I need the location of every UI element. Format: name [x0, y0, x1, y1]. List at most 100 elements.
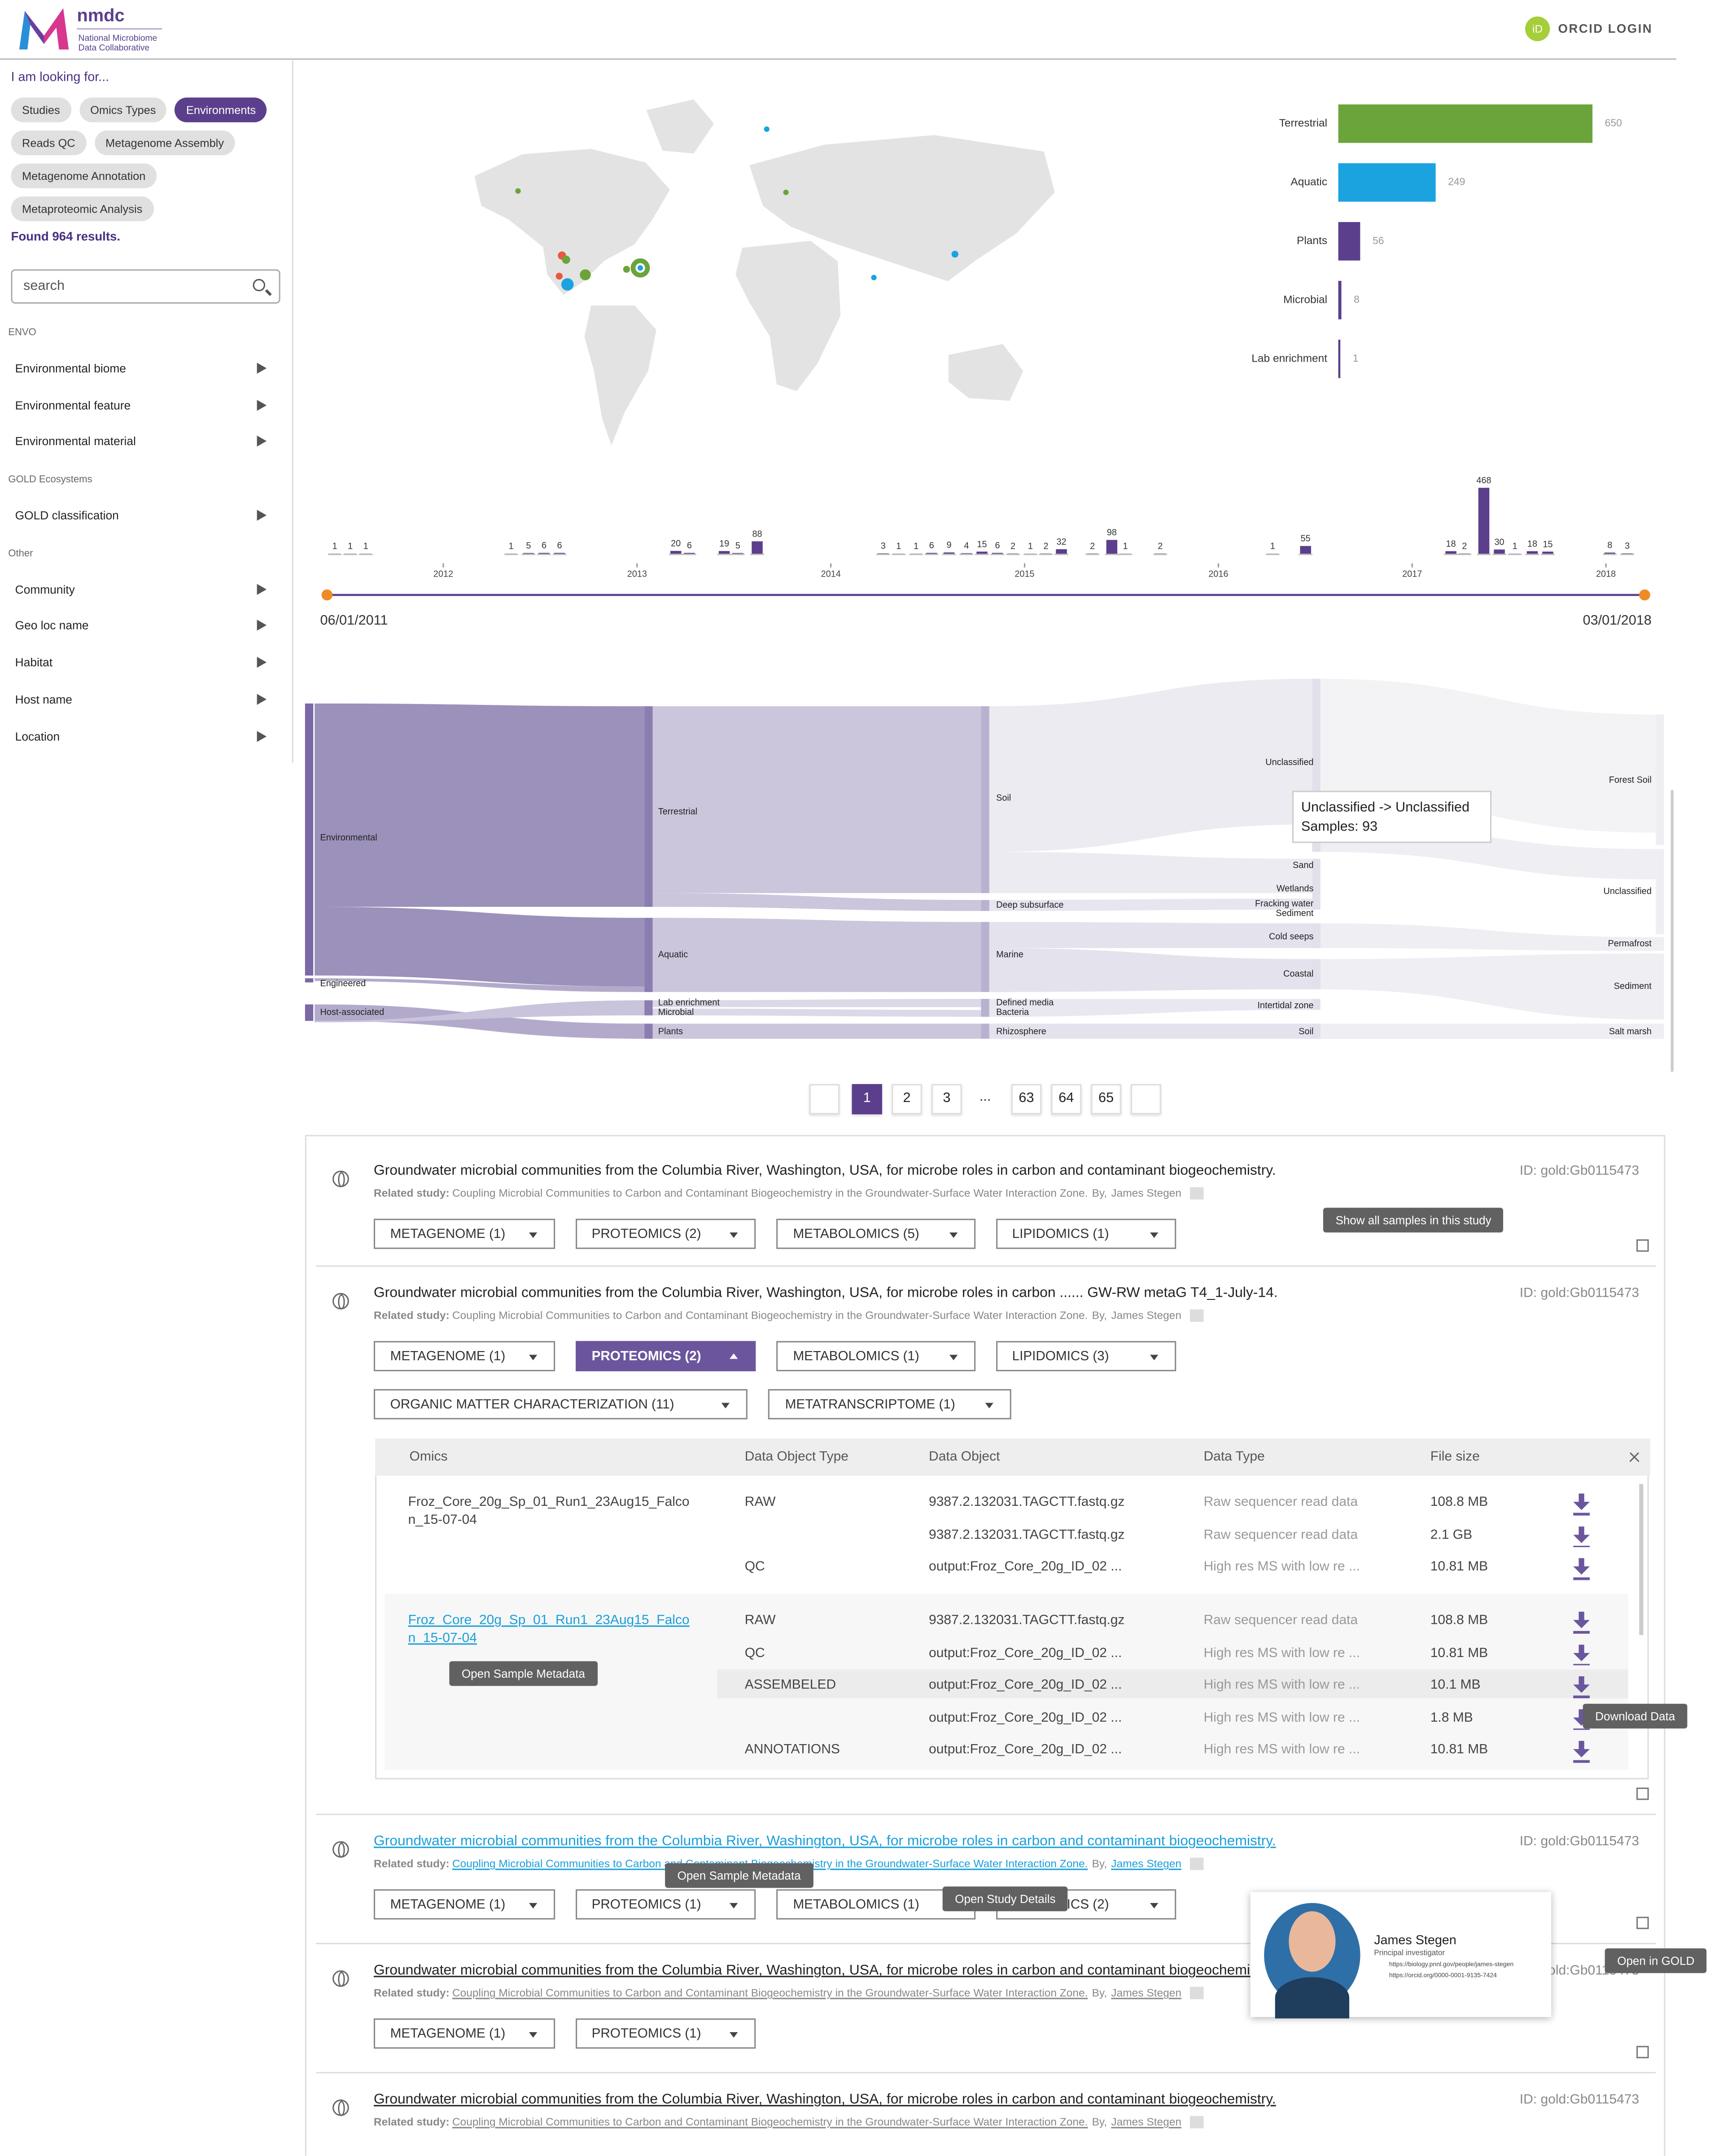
tooltip: Show all samples in this study: [1323, 1207, 1504, 1233]
filter-row[interactable]: Environmental biome: [15, 361, 266, 375]
filter-row[interactable]: Habitat: [15, 656, 269, 669]
filter-samples-icon[interactable]: [1189, 1187, 1203, 1200]
omics-button[interactable]: METABOLOMICS (1): [776, 1889, 975, 1920]
logo-mark: [19, 8, 69, 50]
download-button[interactable]: [1573, 1644, 1590, 1663]
by-label: By,: [1092, 1309, 1107, 1322]
filter-row[interactable]: Location: [15, 729, 263, 743]
author[interactable]: James Stegen: [1111, 1986, 1181, 1999]
timeline-bar-label: 1: [332, 542, 337, 551]
download-button[interactable]: [1573, 1526, 1590, 1545]
pagination-page[interactable]: 63: [1011, 1084, 1042, 1115]
omics-button[interactable]: METAGENOME (1): [373, 1219, 555, 1249]
search-box[interactable]: search: [11, 269, 280, 304]
result-title[interactable]: Groundwater microbial communities from t…: [373, 1963, 1276, 1979]
omics-button[interactable]: PROTEOMICS (1): [575, 2018, 756, 2049]
filter-row[interactable]: Environmental feature: [15, 398, 267, 412]
pagination-page[interactable]: 64: [1051, 1084, 1081, 1115]
result-title[interactable]: Groundwater microbial communities from t…: [373, 1834, 1276, 1850]
sankey-node: [1655, 714, 1664, 845]
bar: [1338, 163, 1436, 202]
filter-samples-icon[interactable]: [1189, 1310, 1203, 1323]
tooltip: Open Sample Metadata: [665, 1863, 813, 1888]
author[interactable]: James Stegen: [1111, 1187, 1181, 1200]
author[interactable]: James Stegen: [1111, 1309, 1181, 1322]
person-link[interactable]: https://orcid.org/0000-0001-9135-7424: [1389, 1972, 1497, 1979]
omics-name[interactable]: Froz_Core_20g_Sp_01_Run1_23Aug15_Falcon_…: [408, 1613, 690, 1645]
file-size: 10.1 MB: [1430, 1678, 1481, 1693]
filter-row[interactable]: Environmental material: [15, 434, 267, 449]
bar: [1338, 339, 1341, 378]
result-title[interactable]: Groundwater microbial communities from t…: [373, 2092, 1276, 2108]
omics-button[interactable]: METABOLOMICS (1): [776, 1341, 975, 1372]
filter-samples-icon[interactable]: [1189, 1987, 1203, 2000]
omics-button[interactable]: PROTEOMICS (2): [575, 1219, 756, 1249]
open-external-icon[interactable]: [1636, 1239, 1649, 1252]
timeline-bar: [1056, 549, 1067, 554]
globe-icon[interactable]: [332, 1841, 349, 1858]
omics-button[interactable]: METAGENOME (1): [373, 1341, 555, 1372]
orcid-icon[interactable]: [1525, 16, 1550, 41]
pagination-prev[interactable]: [809, 1084, 840, 1115]
globe-icon[interactable]: [332, 2099, 349, 2116]
omics-button[interactable]: LIPIDOMICS (1): [995, 1219, 1176, 1249]
filter-samples-icon[interactable]: [1189, 1858, 1203, 1871]
sankey-label: Sediment: [1276, 909, 1314, 918]
sankey-label: Defined media: [996, 998, 1054, 1008]
pagination-page[interactable]: 65: [1091, 1084, 1121, 1115]
omics-button[interactable]: ORGANIC MATTER CHARACTERIZATION (11): [373, 1389, 748, 1420]
globe-icon[interactable]: [332, 1170, 349, 1187]
orcid-login[interactable]: ORCID LOGIN: [1558, 22, 1653, 35]
download-button[interactable]: [1573, 1493, 1590, 1513]
open-external-icon[interactable]: [1636, 2046, 1649, 2059]
filter-row[interactable]: GOLD classification: [15, 508, 268, 522]
pagination-ellipsis: ...: [979, 1089, 991, 1105]
sankey-node: [1655, 1023, 1664, 1039]
related-study-link[interactable]: Coupling Microbial Communities to Carbon…: [452, 2116, 1088, 2129]
filter-chip[interactable]: Omics Types: [79, 97, 167, 122]
download-button[interactable]: [1573, 1741, 1590, 1761]
author[interactable]: James Stegen: [1111, 1858, 1181, 1870]
filter-row[interactable]: Host name: [15, 692, 264, 706]
pagination-page[interactable]: 1: [852, 1084, 882, 1115]
person-link[interactable]: https://biology.pnnl.gov/people/james-st…: [1389, 1960, 1514, 1968]
open-external-icon[interactable]: [1636, 1916, 1649, 1929]
pagination-next[interactable]: [1131, 1084, 1161, 1115]
download-button[interactable]: [1573, 1558, 1590, 1578]
download-button[interactable]: [1573, 1611, 1590, 1631]
download-button[interactable]: [1573, 1676, 1590, 1696]
omics-button[interactable]: LIPIDOMICS (3): [995, 1341, 1176, 1372]
filter-row[interactable]: Community: [15, 582, 270, 596]
globe-icon[interactable]: [332, 1293, 349, 1310]
filter-chip[interactable]: Metaproteomic Analysis: [11, 196, 153, 222]
file-size: 10.81 MB: [1430, 1743, 1488, 1758]
omics-button[interactable]: METABOLOMICS (5): [776, 1219, 975, 1249]
result-title[interactable]: Groundwater microbial communities from t…: [373, 1286, 1278, 1301]
filter-chip[interactable]: Environments: [175, 97, 267, 122]
filter-chip[interactable]: Studies: [11, 97, 71, 122]
omics-button[interactable]: PROTEOMICS (1): [575, 1889, 756, 1920]
omics-button[interactable]: PROTEOMICS (2): [575, 1341, 756, 1372]
filter-samples-icon[interactable]: [1189, 2116, 1203, 2129]
open-external-icon[interactable]: [1636, 1787, 1649, 1800]
result-title[interactable]: Groundwater microbial communities from t…: [373, 1163, 1276, 1179]
related-study-link[interactable]: Coupling Microbial Communities to Carbon…: [452, 1309, 1088, 1322]
filter-row[interactable]: Geo loc name: [15, 619, 265, 633]
author[interactable]: James Stegen: [1111, 2116, 1181, 2129]
omics-button[interactable]: METAGENOME (1): [373, 2018, 555, 2049]
filter-chip[interactable]: Metagenome Annotation: [11, 163, 157, 188]
sankey-tooltip-title: Unclassified -> Unclassified: [1301, 800, 1469, 815]
pagination-page[interactable]: 3: [931, 1084, 962, 1115]
omics-button[interactable]: METATRANSCRIPTOME (1): [768, 1389, 1011, 1420]
filter-chip[interactable]: Metagenome Assembly: [94, 130, 235, 156]
sankey-flow: [652, 706, 981, 893]
related-study-link[interactable]: Coupling Microbial Communities to Carbon…: [452, 1187, 1088, 1200]
related-study-link[interactable]: Coupling Microbial Communities to Carbon…: [452, 1986, 1088, 1999]
filter-chip[interactable]: Reads QC: [11, 130, 87, 156]
bar-category: Terrestrial: [1279, 117, 1327, 129]
pagination-page[interactable]: 2: [892, 1084, 922, 1115]
omics-button[interactable]: METAGENOME (1): [373, 1889, 555, 1920]
bar-category: Plants: [1297, 235, 1327, 247]
globe-icon[interactable]: [332, 1970, 349, 1987]
table-header: Data Object: [929, 1449, 1000, 1465]
